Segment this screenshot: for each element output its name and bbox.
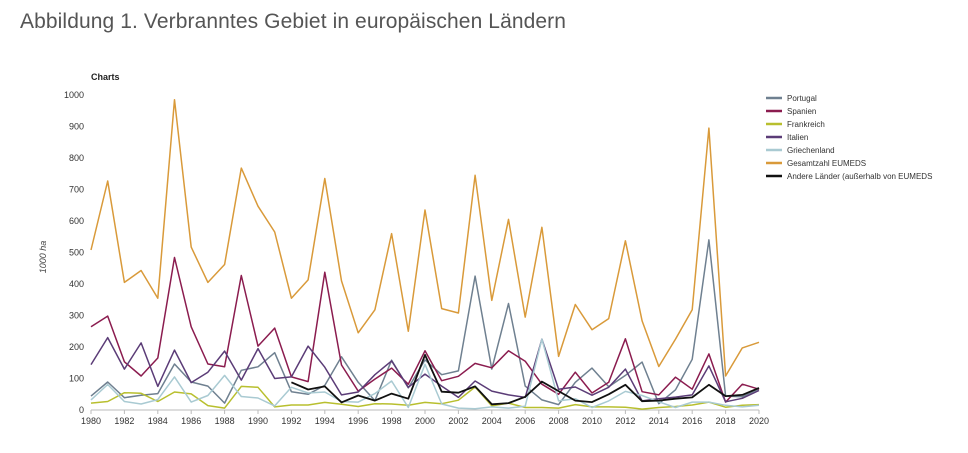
- series-line-gesamtzahl-eumeds: [90, 98, 760, 377]
- legend-label: Griechenland: [787, 146, 835, 155]
- legend-label: Gesamtzahl EUMEDS: [787, 159, 866, 168]
- legend-label: Frankreich: [787, 120, 825, 129]
- x-tick-label: 1986: [181, 416, 201, 426]
- x-tick-label: 1992: [281, 416, 301, 426]
- x-axis-ticks: 1980 1982 1984 1986 1988 1990 1992 1994 1996 1998…: [81, 410, 769, 426]
- x-tick-label: 2000: [415, 416, 435, 426]
- x-tick-label: 1998: [382, 416, 402, 426]
- page-title: Abbildung 1. Verbranntes Gebiet in europ…: [20, 10, 567, 33]
- x-tick-label: 2002: [448, 416, 468, 426]
- x-tick-label: 1980: [81, 416, 101, 426]
- y-axis-ticks: 0 100 200 300 400 500 600 700 800 900 1000: [64, 90, 84, 415]
- legend-label: Portugal: [787, 94, 817, 103]
- x-tick-label: 1990: [248, 416, 268, 426]
- series-line-portugal: [90, 239, 760, 406]
- y-tick-label: 900: [69, 122, 84, 132]
- y-tick-label: 200: [69, 342, 84, 352]
- y-tick-label: 300: [69, 311, 84, 321]
- x-tick-label: 1994: [315, 416, 335, 426]
- chart-title: Charts: [91, 72, 120, 82]
- legend-label: Andere Länder (außerhalb von EUMEDS: [787, 172, 932, 181]
- x-tick-label: 2010: [582, 416, 602, 426]
- series-line-frankreich: [90, 385, 760, 410]
- y-tick-label: 1000: [64, 90, 84, 100]
- y-tick-label: 800: [69, 153, 84, 163]
- x-tick-label: 2014: [649, 416, 669, 426]
- legend-label: Italien: [787, 133, 808, 142]
- y-tick-label: 500: [69, 248, 84, 258]
- x-tick-label: 2018: [716, 416, 736, 426]
- legend-label: Spanien: [787, 107, 816, 116]
- y-axis-label: 1000 ha: [38, 241, 48, 274]
- x-tick-label: 1988: [215, 416, 235, 426]
- y-tick-label: 100: [69, 374, 84, 384]
- x-tick-label: 2008: [549, 416, 569, 426]
- x-tick-label: 2016: [682, 416, 702, 426]
- x-tick-label: 1984: [148, 416, 168, 426]
- x-tick-label: 1982: [114, 416, 134, 426]
- series-line-griechenland: [90, 338, 760, 410]
- y-tick-label: 400: [69, 279, 84, 289]
- series-lines: [90, 98, 760, 410]
- series-line-spanien: [90, 256, 760, 403]
- x-tick-label: 2020: [749, 416, 769, 426]
- x-tick-label: 2012: [615, 416, 635, 426]
- x-tick-label: 1996: [348, 416, 368, 426]
- y-tick-label: 600: [69, 216, 84, 226]
- x-tick-label: 2006: [515, 416, 535, 426]
- x-tick-label: 2004: [482, 416, 502, 426]
- series-line-italien: [90, 336, 760, 403]
- legend: Portugal Spanien Frankreich Italien Griechen…: [766, 94, 932, 181]
- y-tick-label: 0: [79, 405, 84, 415]
- series-line-andere-lander-au-erhalb-von-eumeds: [291, 354, 760, 406]
- y-tick-label: 700: [69, 185, 84, 195]
